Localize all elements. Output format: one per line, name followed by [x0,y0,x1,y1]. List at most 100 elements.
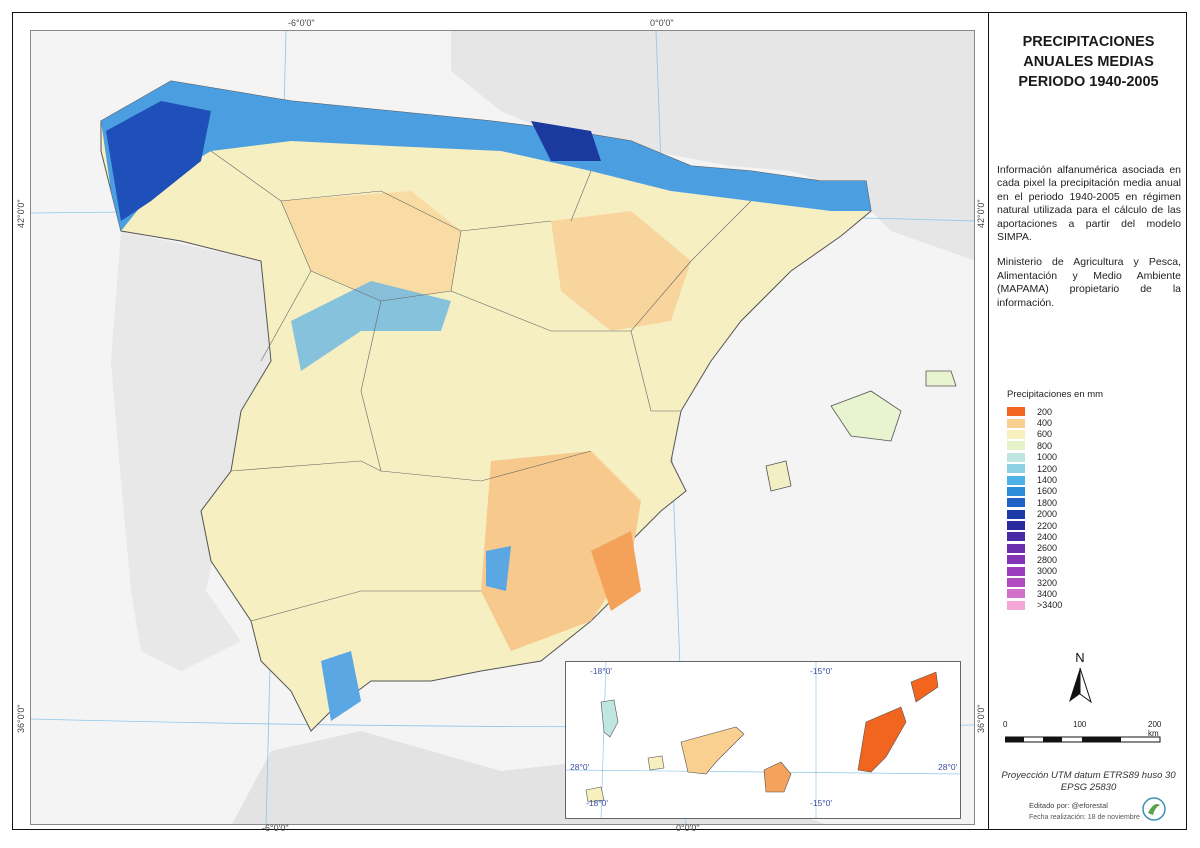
scale-bar-graphic [1005,736,1161,743]
inset-coord-bottom-2: -15°0' [810,798,833,808]
map-description: Información alfanumérica asociada en cad… [997,164,1181,322]
legend-label: 2400 [1037,531,1058,542]
legend-label: 800 [1037,440,1053,451]
legend-swatch [1007,566,1025,576]
legend-swatch [1007,589,1025,599]
legend-swatch [1007,532,1025,542]
canary-islands-inset[interactable]: -18°0' -15°0' -18°0' -15°0' 28°0' 28°0' [565,661,961,819]
legend-item: 2400 [1007,531,1062,542]
legend-label: 2000 [1037,509,1058,520]
inset-coord-right: 28°0' [938,762,958,772]
legend-label: 2600 [1037,543,1058,554]
legend-swatch [1007,464,1025,474]
wet-core-cantabria [531,121,601,161]
inset-coord-bottom-1: -18°0' [586,798,609,808]
dry-zone-ebro [551,211,691,331]
coord-left-2: 36°0'0" [16,704,26,733]
wet-patch-south [321,651,361,721]
legend-swatch [1007,429,1025,439]
legend-label: 1200 [1037,463,1058,474]
projection-info: Proyección UTM datum ETRS89 huso 30 EPSG… [989,770,1188,794]
legend-item: 2800 [1007,554,1062,565]
dry-zone-murcia [591,531,641,611]
mallorca [830,390,902,442]
legend-label: 3400 [1037,588,1058,599]
legend-swatch [1007,407,1025,417]
description-paragraph-2: Ministerio de Agricultura y Pesca, Alime… [997,256,1181,309]
dry-zone-southeast [481,451,641,651]
edited-by: Editado por: @eforestal [1029,801,1108,810]
legend-swatch [1007,509,1025,519]
el-hierro [585,786,605,803]
legend-item: 1400 [1007,474,1062,485]
title-line-3: PERIODO 1940-2005 [1018,74,1159,90]
region-borders [210,150,752,622]
lanzarote [910,671,939,703]
coord-top-2: 0°0'0" [650,18,674,28]
title-line-2: ANUALES MEDIAS [1023,54,1154,70]
portugal-landmass [111,231,271,671]
inset-coord-top-2: -15°0' [810,666,833,676]
coord-bottom-1: -6°0'0" [262,823,289,833]
inset-coord-left: 28°0' [570,762,590,772]
legend-swatch [1007,543,1025,553]
legend-label: >3400 [1037,600,1063,611]
inset-canvas [566,662,960,818]
france-landmass [451,31,974,261]
legend-label: 600 [1037,429,1053,440]
info-panel: PRECIPITACIONES ANUALES MEDIAS PERIODO 1… [988,12,1187,830]
north-label: N [1075,650,1085,665]
legend-swatch [1007,521,1025,531]
legend-item: 800 [1007,440,1062,451]
scale-label-0: 0 [1003,720,1008,729]
legend-swatch [1007,475,1025,485]
coord-right-2: 36°0'0" [976,704,986,733]
legend-label: 200 [1037,406,1053,417]
legend-label: 3200 [1037,577,1058,588]
inset-coord-top-1: -18°0' [590,666,613,676]
legend-item: 2200 [1007,520,1062,531]
legend-label: 2200 [1037,520,1058,531]
legend-swatch [1007,555,1025,565]
legend-swatch [1007,486,1025,496]
scale-label-100: 100 [1073,720,1087,729]
north-arrow-icon [1069,667,1092,704]
legend-item: 3400 [1007,588,1062,599]
legend-item: 3200 [1007,577,1062,588]
fuerteventura [857,706,907,773]
eforestal-logo-icon [1142,797,1166,821]
legend-swatch [1007,452,1025,462]
legend-swatch [1007,418,1025,428]
coord-top-1: -6°0'0" [288,18,315,28]
legend-label: 1000 [1037,452,1058,463]
legend-item: 1600 [1007,486,1062,497]
menorca [925,370,957,387]
legend-swatch [1007,498,1025,508]
north-arrow: N [1065,650,1095,710]
legend-title: Precipitaciones en mm [1007,389,1104,400]
legend-item: 2600 [1007,543,1062,554]
legend-item: 400 [1007,417,1062,428]
creation-date: Fecha realización: 18 de noviembre [1029,814,1140,821]
wet-patch-central [291,281,451,371]
legend-item: 1000 [1007,452,1062,463]
inset-graticule [566,662,960,818]
wet-belt-north [101,81,871,231]
tenerife [680,726,745,775]
legend-item: 200 [1007,406,1062,417]
projection-line-2: EPSG 25830 [1060,782,1117,793]
legend-label: 400 [1037,418,1053,429]
legend-label: 1800 [1037,497,1058,508]
coord-left-1: 42°0'0" [16,199,26,228]
map-title: PRECIPITACIONES ANUALES MEDIAS PERIODO 1… [989,32,1188,92]
legend-item: 2000 [1007,509,1062,520]
legend-item: >3400 [1007,600,1062,611]
la-gomera [647,755,665,771]
legend-item: 3000 [1007,565,1062,576]
ibiza [765,460,792,492]
scale-label-200: 200 km [1148,720,1162,738]
legend-label: 1600 [1037,486,1058,497]
coord-bottom-2: 0°0'0" [676,823,700,833]
projection-line-1: Proyección UTM datum ETRS89 huso 30 [1001,770,1176,781]
legend-label: 2800 [1037,554,1058,565]
